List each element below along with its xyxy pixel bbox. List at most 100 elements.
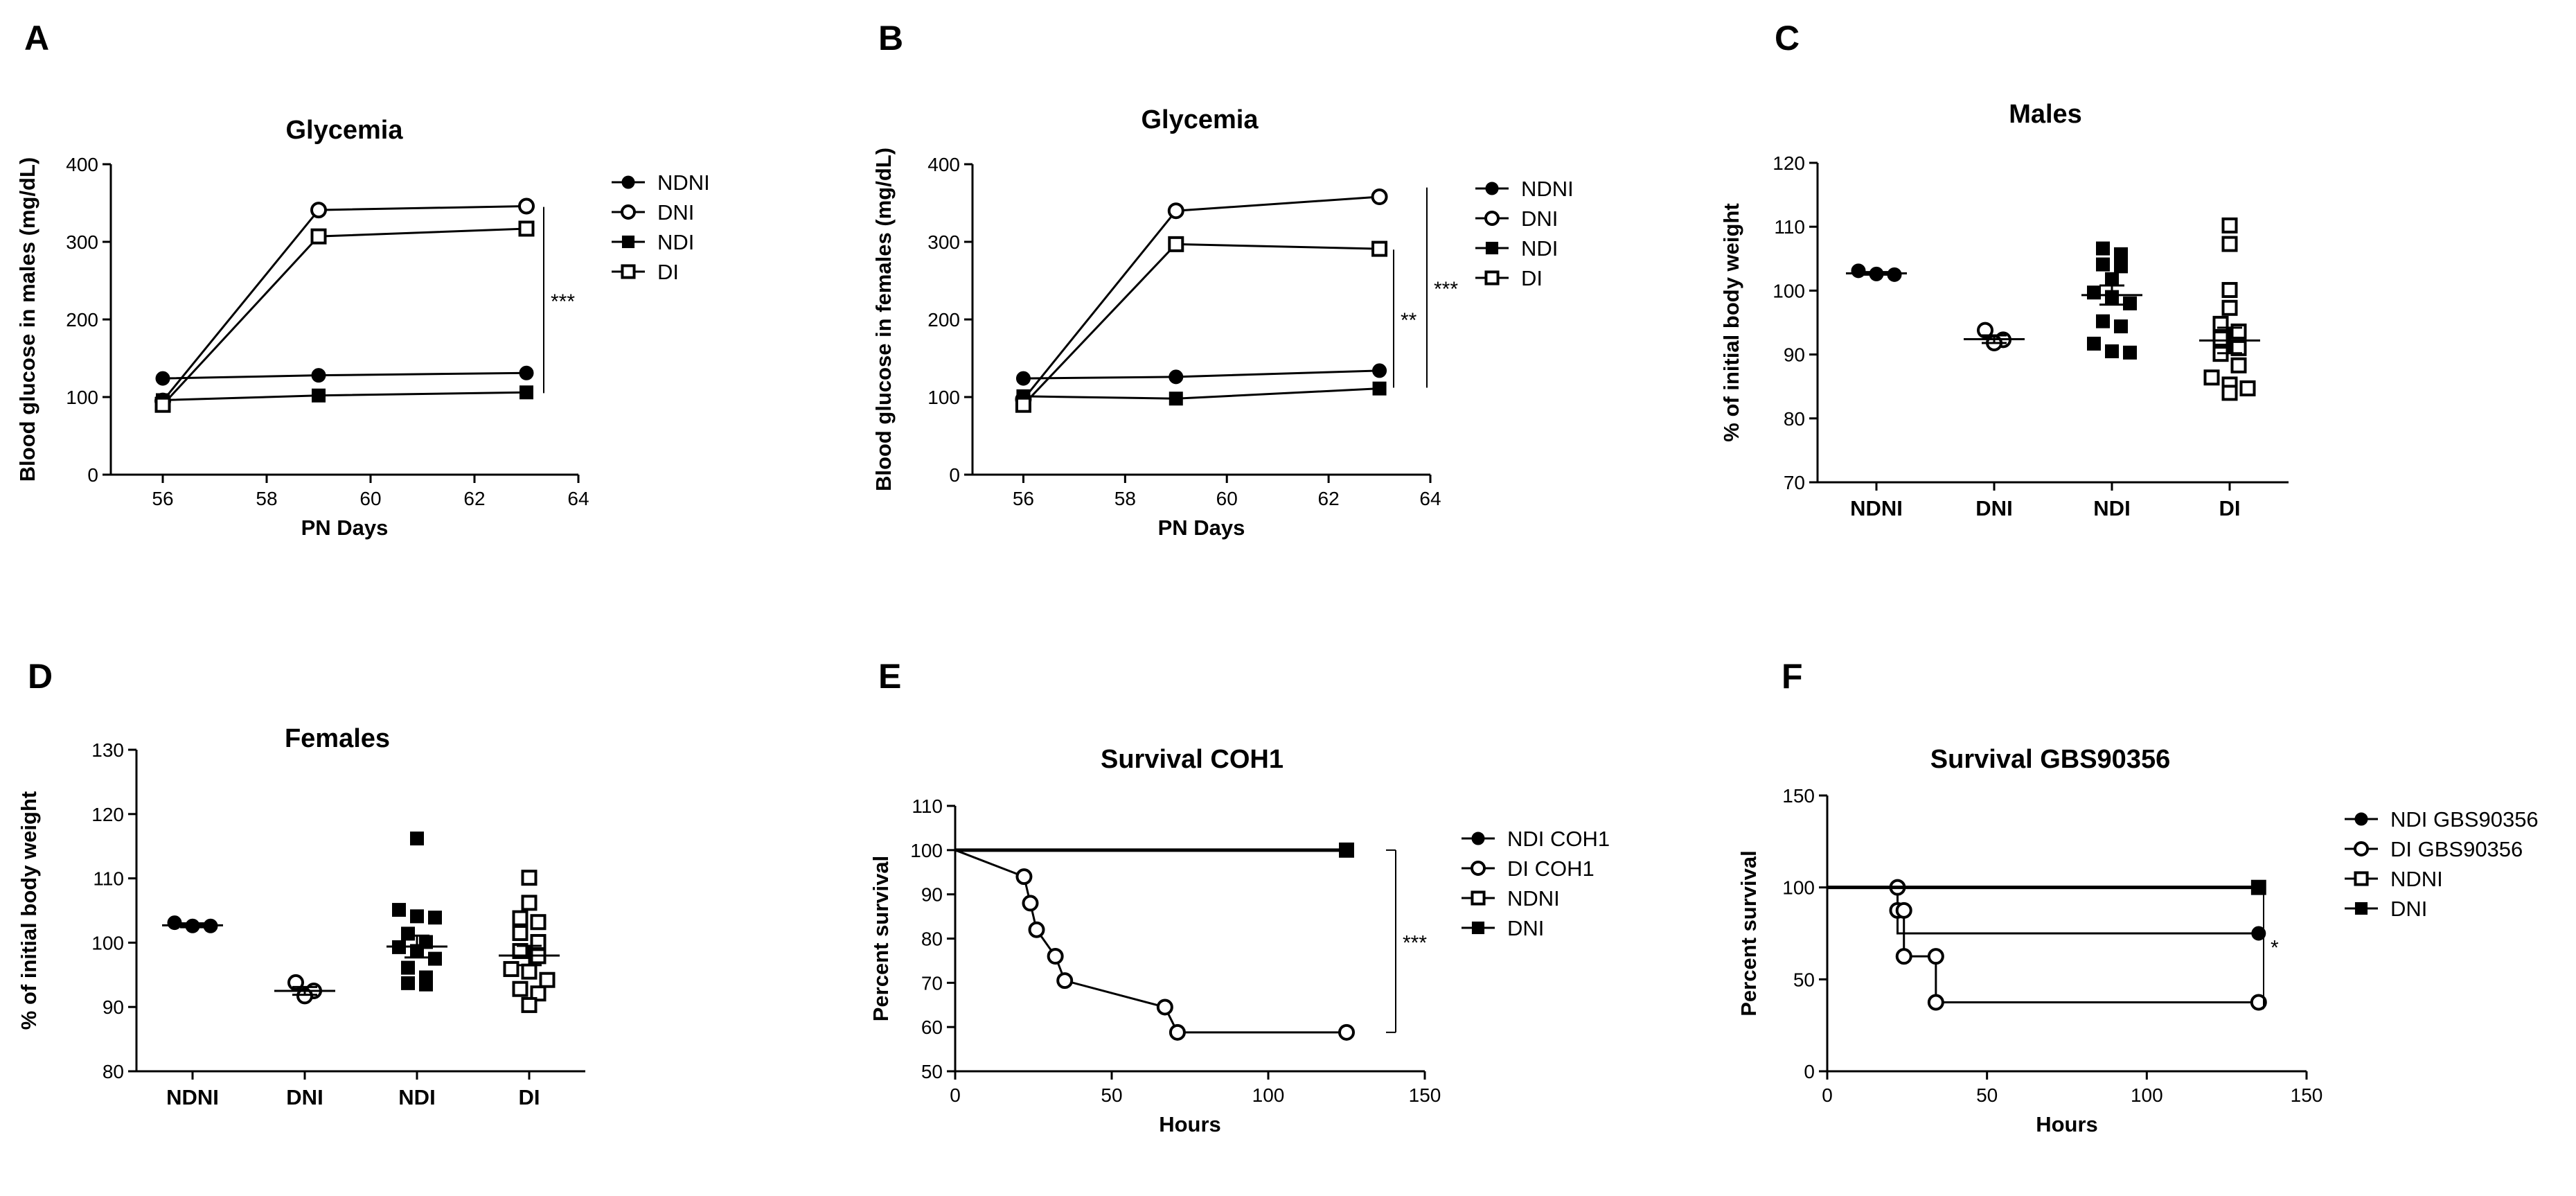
data-point bbox=[1372, 381, 1387, 396]
y-tick-label: 100 bbox=[66, 387, 98, 408]
x-tick-label: 60 bbox=[359, 488, 381, 509]
data-point bbox=[2230, 340, 2247, 356]
series-line-di-coh1 bbox=[954, 849, 1347, 1034]
x-tick-label: 56 bbox=[152, 488, 173, 509]
category-label: NDI bbox=[398, 1085, 435, 1109]
y-tick-label: 80 bbox=[921, 929, 943, 950]
y-tick-label: 0 bbox=[87, 464, 98, 486]
category-label: NDNI bbox=[166, 1085, 219, 1109]
y-tick-label: 90 bbox=[921, 884, 943, 906]
y-tick-label: 0 bbox=[949, 464, 960, 486]
data-point bbox=[1895, 902, 1912, 919]
data-point bbox=[1056, 972, 1074, 990]
legend-label: DNI bbox=[1507, 916, 1544, 940]
legend-label: NDNI bbox=[2390, 867, 2443, 891]
x-tick-label: 150 bbox=[2291, 1084, 2323, 1106]
y-axis-label: Blood glucose in females (mg/dL) bbox=[871, 148, 896, 491]
data-point bbox=[1015, 396, 1031, 413]
legend-label: NDNI bbox=[1507, 886, 1560, 911]
data-point bbox=[392, 903, 406, 917]
y-tick-label: 200 bbox=[927, 309, 960, 331]
data-point bbox=[1371, 240, 1388, 257]
panel-letter: F bbox=[1782, 657, 1803, 696]
data-point bbox=[2114, 319, 2128, 334]
data-point bbox=[503, 960, 519, 977]
y-tick-label: 60 bbox=[921, 1017, 943, 1038]
y-tick-label: 70 bbox=[921, 972, 943, 994]
panel-letter: A bbox=[24, 19, 49, 58]
series-line-ndi bbox=[162, 391, 527, 401]
legend-label: DI GBS90356 bbox=[2390, 837, 2523, 861]
data-point bbox=[2221, 385, 2238, 401]
legend-marker bbox=[2354, 871, 2369, 886]
significance-label: * bbox=[2271, 937, 2279, 960]
x-tick-label: 64 bbox=[567, 488, 589, 509]
y-tick-label: 400 bbox=[66, 154, 98, 175]
data-point bbox=[2096, 314, 2110, 328]
x-tick-label: 0 bbox=[1822, 1084, 1833, 1106]
data-point bbox=[419, 977, 433, 992]
x-axis-label: Hours bbox=[2036, 1112, 2098, 1136]
legend-marker bbox=[2354, 841, 2369, 856]
x-tick-label: 64 bbox=[1419, 488, 1441, 509]
y-tick-label: 400 bbox=[927, 154, 960, 175]
legend-marker bbox=[1471, 890, 1486, 906]
data-point bbox=[1851, 263, 1866, 279]
data-point bbox=[1047, 948, 1064, 965]
panel-letter: D bbox=[28, 657, 53, 696]
data-point bbox=[512, 924, 528, 941]
y-tick-label: 120 bbox=[91, 804, 124, 825]
data-point bbox=[1028, 921, 1045, 938]
series-line-ndni bbox=[162, 371, 527, 380]
chart-title: Survival COH1 bbox=[1101, 745, 1283, 774]
legend-marker bbox=[621, 204, 636, 220]
data-point bbox=[401, 926, 415, 941]
data-point bbox=[2123, 345, 2137, 360]
y-axis-label: % of initial body weight bbox=[1719, 203, 1743, 441]
legend-marker bbox=[1484, 270, 1500, 285]
data-point bbox=[401, 960, 415, 975]
data-point bbox=[530, 985, 547, 1002]
data-point bbox=[518, 220, 535, 237]
data-point bbox=[2239, 380, 2256, 396]
category-label: DI bbox=[519, 1085, 540, 1109]
data-point bbox=[1927, 994, 1944, 1011]
data-point bbox=[2114, 247, 2128, 261]
series-line-di bbox=[1022, 243, 1380, 406]
data-point bbox=[2221, 299, 2238, 316]
legend-label: NDNI bbox=[657, 170, 710, 195]
y-tick-label: 70 bbox=[1784, 472, 1805, 493]
legend-marker bbox=[1471, 832, 1485, 845]
data-point bbox=[1895, 948, 1912, 965]
data-point bbox=[2096, 241, 2110, 256]
data-point bbox=[2114, 259, 2128, 274]
data-point bbox=[2096, 257, 2110, 272]
y-tick-label: 110 bbox=[1774, 216, 1805, 238]
legend-label: DNI bbox=[657, 200, 694, 225]
legend-label: NDI bbox=[1521, 236, 1558, 261]
data-point bbox=[2087, 336, 2101, 351]
y-tick-label: 120 bbox=[1773, 152, 1805, 174]
legend-marker bbox=[1484, 211, 1500, 226]
legend-label: NDI COH1 bbox=[1507, 827, 1610, 851]
y-tick-label: 50 bbox=[921, 1061, 943, 1082]
chart-title: Survival GBS90356 bbox=[1930, 745, 2170, 774]
data-point bbox=[2212, 331, 2229, 347]
data-point bbox=[311, 368, 326, 383]
data-point bbox=[1015, 371, 1031, 386]
y-tick-label: 100 bbox=[91, 932, 124, 953]
data-point bbox=[2105, 272, 2119, 286]
series-line-ndni bbox=[1023, 369, 1380, 380]
category-label: DNI bbox=[1975, 496, 2012, 520]
category-label: NDI bbox=[2093, 496, 2130, 520]
y-tick-label: 80 bbox=[1784, 408, 1805, 430]
x-tick-label: 150 bbox=[1409, 1084, 1441, 1106]
data-point bbox=[1372, 363, 1387, 378]
legend-marker bbox=[1471, 861, 1486, 876]
data-point bbox=[1169, 392, 1183, 406]
data-point bbox=[310, 202, 327, 219]
data-point bbox=[1927, 948, 1944, 965]
x-tick-label: 62 bbox=[1318, 488, 1340, 509]
data-point bbox=[2123, 296, 2137, 310]
